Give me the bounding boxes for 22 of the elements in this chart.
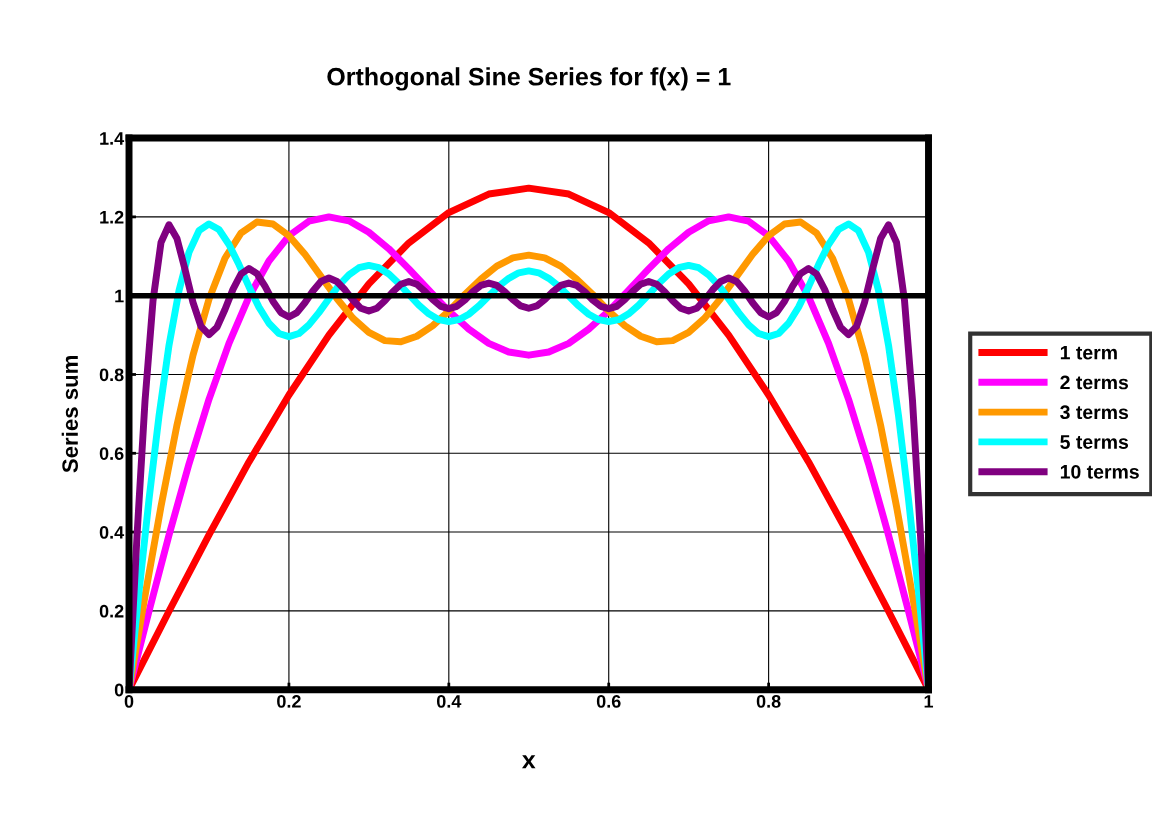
- x-tick-label: 0.8: [756, 695, 781, 708]
- x-axis-title: x: [521, 755, 536, 769]
- legend-label: 5 terms: [1060, 435, 1129, 449]
- chart-title: Orthogonal Sine Series for f(x) = 1: [327, 67, 731, 91]
- y-tick-label: 0: [114, 683, 124, 697]
- legend-label: 10 terms: [1060, 464, 1139, 479]
- legend-label: 2 terms: [1060, 375, 1129, 390]
- legend-label: 3 terms: [1060, 405, 1129, 420]
- x-tick-label: 0.6: [596, 695, 621, 708]
- x-tick-label: 0: [124, 695, 134, 708]
- y-tick-label: 0.8: [99, 368, 124, 382]
- y-tick-label: 0.6: [99, 447, 124, 460]
- y-tick-label: 1.4: [100, 132, 125, 145]
- y-axis-title: Series sum: [61, 355, 79, 473]
- x-tick-label: 0.4: [436, 695, 462, 708]
- y-tick-label: 0.4: [99, 526, 125, 539]
- y-tick-label: 1: [115, 289, 124, 303]
- legend-label: 1 term: [1060, 345, 1117, 360]
- y-tick-label: 1.2: [100, 210, 124, 224]
- y-tick-label: 0.2: [99, 604, 124, 618]
- x-tick-label: 0.2: [277, 695, 301, 708]
- x-tick-label: 1: [924, 695, 934, 708]
